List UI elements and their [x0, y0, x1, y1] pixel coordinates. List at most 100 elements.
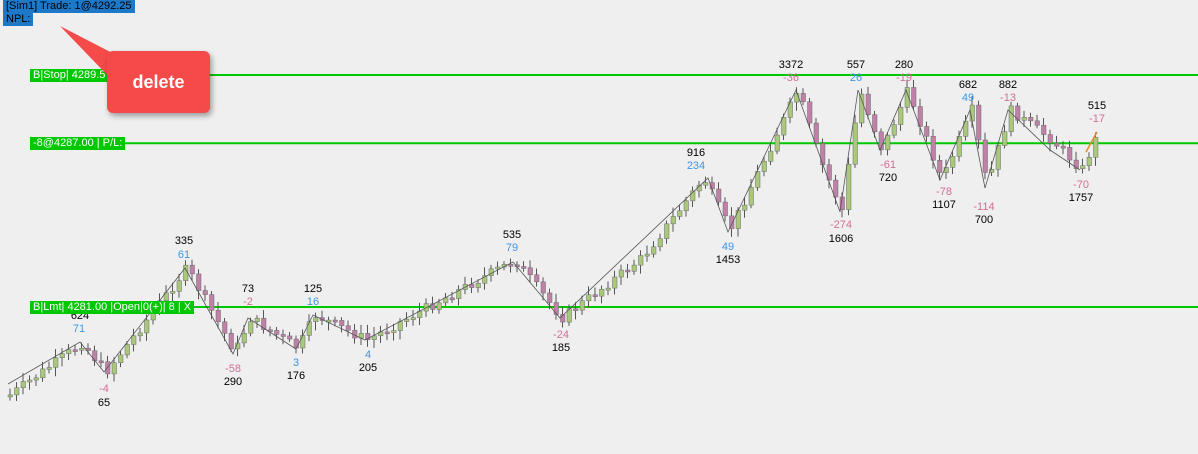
candle-body — [508, 264, 514, 267]
candle-body — [371, 335, 377, 340]
candle-body — [800, 93, 806, 103]
swing-label: 16 — [307, 296, 319, 308]
candle-body — [573, 308, 579, 311]
candle-body — [222, 321, 228, 334]
candle-body — [1073, 159, 1079, 169]
candle-body — [904, 87, 910, 108]
swing-label: -19 — [896, 72, 912, 84]
candle-body — [722, 201, 728, 217]
candle-body — [729, 215, 735, 229]
candle-body — [768, 150, 774, 162]
candle-body — [430, 303, 436, 310]
candle-body — [475, 283, 481, 288]
candle-body — [956, 135, 962, 157]
candle-body — [261, 317, 267, 330]
candle-body — [469, 284, 475, 288]
candle-body — [79, 347, 85, 351]
swing-label: -70 — [1073, 179, 1089, 191]
candle-body — [982, 139, 988, 173]
swing-label: 205 — [359, 362, 377, 374]
candle-body — [670, 216, 676, 225]
swing-label: 882 — [999, 79, 1017, 91]
candle-body — [228, 333, 234, 350]
swing-label: 280 — [895, 59, 913, 71]
candle-body — [170, 291, 176, 294]
candle-body — [404, 318, 410, 322]
candle-body — [215, 310, 221, 323]
candle-body — [137, 332, 143, 337]
swing-label: -36 — [783, 72, 799, 84]
swing-label: 290 — [224, 376, 242, 388]
candle-body — [826, 164, 832, 181]
swing-label: 3372 — [779, 59, 803, 71]
candle-body — [1067, 147, 1073, 161]
candle-body — [865, 93, 871, 115]
candle-body — [560, 314, 566, 323]
candle-body — [118, 354, 124, 364]
swing-label: 1453 — [716, 254, 740, 266]
limit-order-tag[interactable]: B|Lmt| 4281.00 |Open|0(+)| 8 | X — [30, 301, 195, 314]
swing-label: 1606 — [829, 233, 853, 245]
swing-label: 71 — [73, 323, 85, 335]
candle-body — [391, 330, 397, 333]
candle-body — [540, 281, 546, 294]
candle-body — [911, 87, 917, 107]
candle-body — [521, 266, 527, 269]
swing-label: -24 — [553, 329, 569, 341]
swing-label: 125 — [304, 283, 322, 295]
candle-body — [553, 302, 559, 315]
candle-body — [410, 317, 416, 320]
candle-body — [527, 267, 533, 276]
candle-body — [1034, 120, 1040, 126]
candle-body — [456, 289, 462, 299]
candle-body — [677, 210, 683, 217]
candle-body — [300, 335, 306, 349]
stop-order-tag[interactable]: B|Stop| 4289.5 — [30, 69, 109, 82]
candle-body — [644, 253, 650, 257]
swing-label: 335 — [175, 235, 193, 247]
candle-body — [592, 294, 598, 297]
swing-label: 535 — [503, 229, 521, 241]
swing-label: 682 — [959, 79, 977, 91]
candle-body — [586, 294, 592, 302]
candle-body — [703, 182, 709, 186]
candle-body — [209, 294, 215, 311]
candle-body — [40, 368, 46, 379]
swing-label: 1107 — [932, 199, 956, 211]
position-tag[interactable]: -8@4287.00 | P/L: — [30, 137, 126, 150]
swing-label: -2 — [243, 296, 253, 308]
candle-body — [345, 325, 351, 331]
candle-body — [625, 269, 631, 273]
candle-body — [1047, 134, 1053, 144]
candle-body — [1093, 137, 1099, 158]
swing-label: -58 — [225, 363, 241, 375]
swing-label: 49 — [962, 92, 974, 104]
delete-callout[interactable]: delete — [107, 51, 210, 113]
candle-body — [781, 117, 787, 136]
candle-body — [482, 275, 488, 284]
candle-body — [976, 104, 982, 141]
candle-body — [313, 317, 319, 322]
candle-body — [930, 136, 936, 161]
candle-body — [98, 360, 104, 364]
candle-body — [27, 379, 33, 383]
candle-body — [274, 330, 280, 335]
candle-body — [995, 145, 1001, 170]
swing-label: -61 — [880, 159, 896, 171]
candle-body — [950, 156, 956, 168]
candle-body — [859, 93, 865, 124]
candle-body — [852, 122, 858, 165]
candle-body — [631, 264, 637, 272]
candle-body — [1060, 145, 1066, 149]
swing-label: 79 — [506, 242, 518, 254]
candle-body — [1028, 117, 1034, 122]
swing-label: 49 — [722, 241, 734, 253]
swing-label: 73 — [242, 283, 254, 295]
candle-body — [1080, 165, 1086, 169]
swing-label: 4 — [365, 349, 371, 361]
candle-body — [787, 101, 793, 118]
candle-body — [774, 134, 780, 152]
candle-body — [937, 159, 943, 173]
swing-label: 26 — [850, 72, 862, 84]
